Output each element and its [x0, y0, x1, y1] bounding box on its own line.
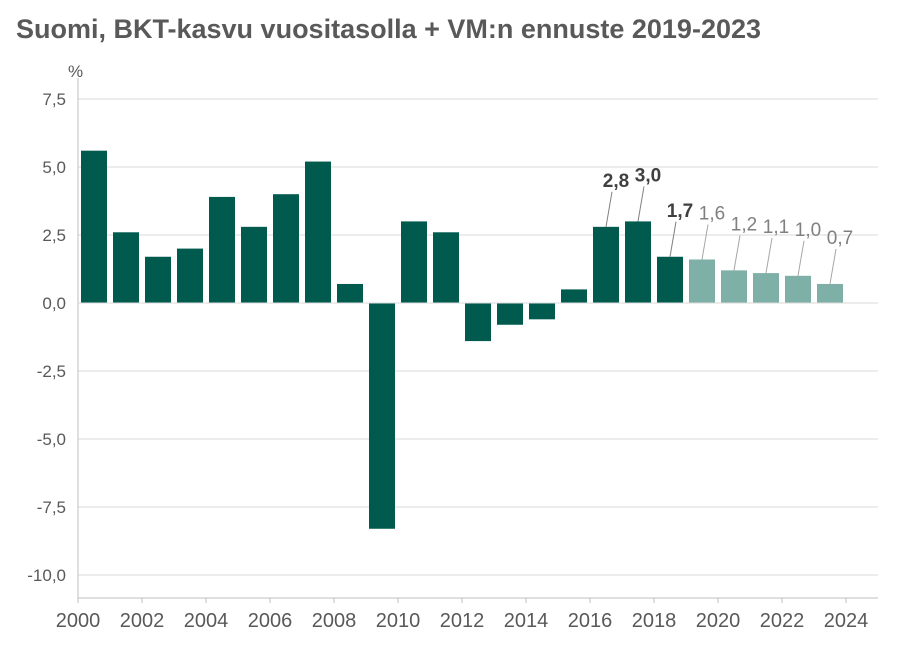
- x-tick-label: 2016: [568, 610, 613, 632]
- bar-2019: [689, 259, 715, 303]
- bar-2016: [593, 226, 619, 303]
- data-label-2020: 1,2: [731, 214, 757, 235]
- data-label-2017: 3,0: [635, 165, 661, 186]
- bar-2013: [497, 303, 523, 325]
- grid-layer: [78, 98, 878, 576]
- bar-2023: [817, 283, 843, 303]
- label-leader: [765, 237, 773, 274]
- label-leader: [669, 221, 677, 257]
- data-label-2019: 1,6: [699, 203, 725, 224]
- label-leader: [829, 248, 837, 285]
- label-leader: [701, 224, 709, 260]
- axis-layer: -10,0 -7,5 -5,0 -2,5 0,0 2,5 5,0 7,5% 2000 2002 20…: [27, 62, 878, 632]
- y-tick-label: -7,5: [37, 498, 66, 517]
- bar-2006: [273, 194, 299, 303]
- bar-2020: [721, 270, 747, 303]
- x-tick-label: 2002: [120, 610, 165, 632]
- label-leader: [605, 191, 613, 227]
- bar-2004: [209, 196, 235, 303]
- x-tick-label: 2012: [440, 610, 485, 632]
- label-leader: [733, 235, 741, 271]
- data-label-2021: 1,1: [763, 217, 789, 238]
- bar-2022: [785, 275, 811, 303]
- label-leader: [797, 240, 805, 276]
- y-tick-label: -10,0: [27, 566, 66, 585]
- chart-title: Suomi, BKT-kasvu vuositasolla + VM:n enn…: [16, 14, 762, 44]
- bar-2018: [657, 256, 683, 303]
- bar-2015: [561, 289, 587, 303]
- x-tick-label: 2020: [696, 610, 741, 632]
- bar-2002: [145, 256, 171, 303]
- label-leader: [637, 186, 645, 222]
- y-tick-label: -2,5: [37, 362, 66, 381]
- x-tick-label: 2010: [376, 610, 421, 632]
- data-label-2023: 0,7: [827, 228, 853, 249]
- y-tick-label: -5,0: [37, 430, 66, 449]
- y-axis-label: %: [68, 62, 83, 81]
- data-label-2016: 2,8: [603, 171, 629, 192]
- x-tick-label: 2018: [632, 610, 677, 632]
- bar-2003: [177, 248, 203, 303]
- bar-2009: [369, 303, 395, 529]
- bar-2021: [753, 273, 779, 303]
- bar-2000: [81, 150, 107, 303]
- bar-2007: [305, 161, 331, 303]
- x-tick-label: 2000: [56, 610, 101, 632]
- data-label-2022: 1,0: [795, 220, 821, 241]
- bar-2005: [241, 226, 267, 303]
- data-label-2018: 1,7: [667, 201, 693, 222]
- bar-2010: [401, 221, 427, 303]
- bar-2012: [465, 303, 491, 342]
- bar-2011: [433, 232, 459, 303]
- y-tick-label: 0,0: [42, 294, 66, 313]
- y-tick-label: 5,0: [42, 158, 66, 177]
- x-tick-label: 2014: [504, 610, 549, 632]
- x-tick-label: 2006: [248, 610, 293, 632]
- bar-2014: [529, 303, 555, 320]
- bar-2001: [113, 232, 139, 303]
- x-tick-label: 2024: [824, 610, 869, 632]
- label-layer: 2,8 3,0 1,7 1,6 1,2 1,1 1,0 0,7: [603, 165, 853, 285]
- bar-layer: [81, 150, 843, 529]
- bar-2017: [625, 221, 651, 303]
- x-tick-label: 2004: [184, 610, 229, 632]
- x-tick-label: 2008: [312, 610, 357, 632]
- y-tick-label: 2,5: [42, 226, 66, 245]
- y-tick-label: 7,5: [42, 90, 66, 109]
- bar-2008: [337, 283, 363, 303]
- x-tick-label: 2022: [760, 610, 805, 632]
